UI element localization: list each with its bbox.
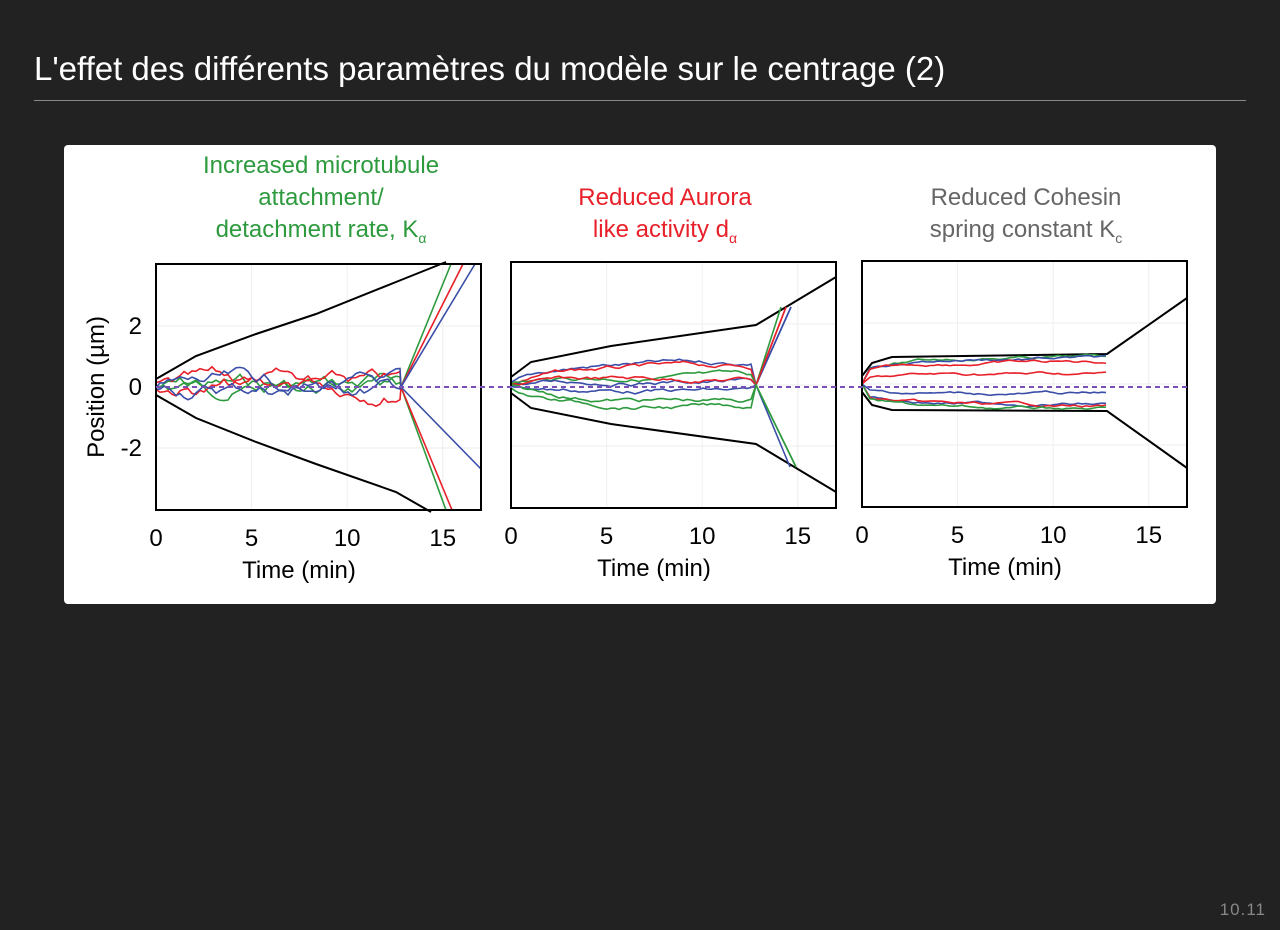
trace [510, 306, 787, 388]
x-tick-label: 0 [855, 522, 868, 549]
trace [510, 382, 797, 468]
trace [510, 383, 791, 468]
trace [861, 297, 1188, 377]
x-tick-label: 10 [689, 523, 716, 550]
trace [155, 261, 447, 380]
x-tick-label: 5 [600, 523, 613, 550]
title-rule [34, 100, 1246, 101]
panel-title-subscript: α [729, 230, 737, 246]
figure: Increased microtubule attachment/detachme… [64, 145, 1216, 604]
panel [155, 261, 482, 513]
panel-title: Reduced Aurora [578, 184, 752, 211]
panel [510, 261, 837, 509]
x-tick-label: 10 [1040, 522, 1067, 549]
y-axis-label: Position (µm) [83, 316, 110, 458]
panel [861, 260, 1188, 508]
plot-frame [510, 261, 837, 509]
trace [861, 359, 1107, 385]
x-tick-label: 15 [784, 523, 811, 550]
slide-title: L'effet des différents paramètres du mod… [34, 50, 946, 87]
x-tick-label: 10 [334, 525, 361, 552]
x-axis-label: Time (min) [597, 555, 711, 582]
y-tick-label: 0 [129, 374, 142, 401]
panel-title: Reduced Cohesin [931, 184, 1122, 211]
page-number: 10.11 [1219, 900, 1266, 919]
trace [510, 306, 787, 387]
x-tick-label: 15 [429, 525, 456, 552]
panel-title: like activity dα [593, 216, 737, 246]
trace [510, 276, 837, 378]
trace [861, 383, 1107, 397]
x-tick-label: 15 [1135, 522, 1162, 549]
x-tick-label: 5 [951, 522, 964, 549]
trace [861, 391, 1188, 469]
trace [510, 306, 782, 388]
trace [155, 394, 432, 513]
trace [861, 383, 1107, 408]
panel-title: spring constant Kc [930, 216, 1122, 246]
trace [155, 263, 464, 408]
figure-background [64, 145, 1216, 604]
panel-title: detachment rate, Kα [216, 216, 427, 246]
x-tick-label: 0 [149, 525, 162, 552]
y-tick-label: -2 [121, 435, 142, 462]
trace [510, 392, 837, 493]
trace [155, 366, 482, 470]
trace [861, 371, 1107, 385]
trace [861, 383, 1107, 411]
x-tick-label: 0 [504, 523, 517, 550]
plot-frame [861, 260, 1188, 508]
panel-title: Increased microtubule [203, 152, 439, 179]
panel-title-subscript: c [1115, 230, 1122, 246]
x-axis-label: Time (min) [242, 557, 356, 584]
trace [155, 263, 452, 390]
trace [510, 382, 797, 468]
panel-title: attachment/ [258, 184, 384, 211]
y-tick-label: 2 [129, 313, 142, 340]
x-tick-label: 5 [245, 525, 258, 552]
x-axis-label: Time (min) [948, 554, 1062, 581]
panel-title-subscript: α [418, 230, 426, 246]
